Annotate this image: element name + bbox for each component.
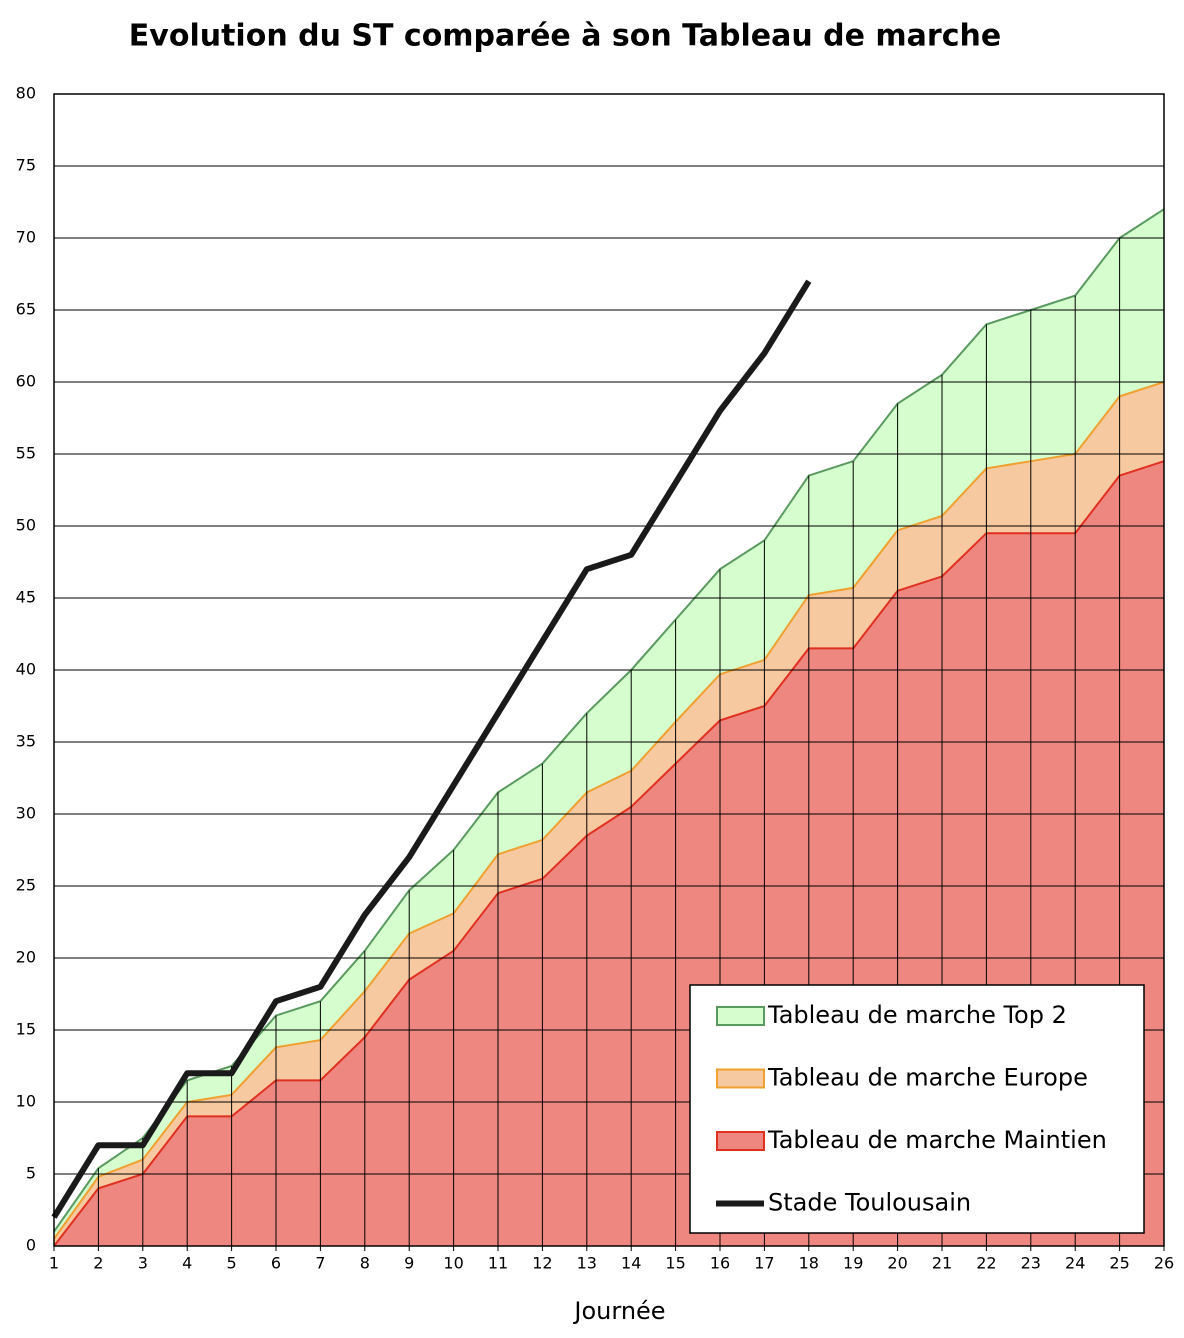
x-tick-label: 5 bbox=[227, 1254, 237, 1273]
legend-swatch bbox=[716, 1068, 765, 1089]
x-tick-label: 7 bbox=[315, 1254, 325, 1273]
legend-box bbox=[689, 984, 1145, 1234]
y-tick-label: 10 bbox=[16, 1092, 36, 1111]
x-tick-label: 2 bbox=[93, 1254, 103, 1273]
x-tick-label: 24 bbox=[1065, 1254, 1085, 1273]
y-tick-label: 30 bbox=[16, 804, 36, 823]
y-tick-label: 20 bbox=[16, 948, 36, 967]
legend-swatch bbox=[716, 1131, 765, 1151]
x-tick-label: 12 bbox=[532, 1254, 552, 1273]
x-tick-label: 18 bbox=[799, 1254, 819, 1273]
legend-label: Tableau de marche Top 2 bbox=[767, 1001, 1067, 1029]
x-tick-label: 1 bbox=[49, 1254, 59, 1273]
x-axis-label: Journée bbox=[572, 1297, 665, 1325]
x-tick-label: 9 bbox=[404, 1254, 414, 1273]
x-tick-label: 25 bbox=[1109, 1254, 1129, 1273]
x-tick-label: 26 bbox=[1154, 1254, 1174, 1273]
y-tick-label: 35 bbox=[16, 732, 36, 751]
y-tick-label: 40 bbox=[16, 660, 36, 679]
x-tick-label: 23 bbox=[1021, 1254, 1041, 1273]
x-tick-label: 8 bbox=[360, 1254, 370, 1273]
x-tick-label: 22 bbox=[976, 1254, 996, 1273]
x-tick-label: 4 bbox=[182, 1254, 192, 1273]
plot-frame bbox=[53, 93, 1165, 1247]
y-tick-label: 25 bbox=[16, 876, 36, 895]
y-tick-label: 5 bbox=[26, 1164, 36, 1183]
legend-label: Tableau de marche Maintien bbox=[767, 1126, 1107, 1154]
x-tick-label: 20 bbox=[887, 1254, 907, 1273]
y-tick-label: 65 bbox=[16, 300, 36, 319]
y-tick-label: 60 bbox=[16, 372, 36, 391]
x-tick-label: 15 bbox=[665, 1254, 685, 1273]
legend-label: Tableau de marche Europe bbox=[767, 1064, 1088, 1092]
area-edge bbox=[53, 460, 1165, 1247]
y-tick-label: 55 bbox=[16, 444, 36, 463]
y-tick-label: 80 bbox=[16, 84, 36, 103]
line bbox=[51, 279, 812, 1219]
x-tick-label: 19 bbox=[843, 1254, 863, 1273]
x-tick-label: 3 bbox=[138, 1254, 148, 1273]
x-tick-label: 11 bbox=[488, 1254, 508, 1273]
x-tick-label: 16 bbox=[710, 1254, 730, 1273]
x-tick-label: 13 bbox=[577, 1254, 597, 1273]
x-tick-label: 21 bbox=[932, 1254, 952, 1273]
y-tick-label: 15 bbox=[16, 1020, 36, 1039]
x-tick-label: 6 bbox=[271, 1254, 281, 1273]
y-tick-label: 75 bbox=[16, 156, 36, 175]
legend-swatch bbox=[716, 1006, 765, 1026]
y-tick-label: 50 bbox=[16, 516, 36, 535]
x-tick-label: 14 bbox=[621, 1254, 641, 1273]
y-tick-label: 45 bbox=[16, 588, 36, 607]
y-tick-label: 0 bbox=[26, 1236, 36, 1255]
x-tick-label: 10 bbox=[443, 1254, 463, 1273]
chart-title: Evolution du ST comparée à son Tableau d… bbox=[129, 19, 1001, 54]
legend-label: Stade Toulousain bbox=[768, 1189, 971, 1217]
y-tick-label: 70 bbox=[16, 228, 36, 247]
x-tick-label: 17 bbox=[754, 1254, 774, 1273]
area-edge bbox=[53, 381, 1165, 1240]
